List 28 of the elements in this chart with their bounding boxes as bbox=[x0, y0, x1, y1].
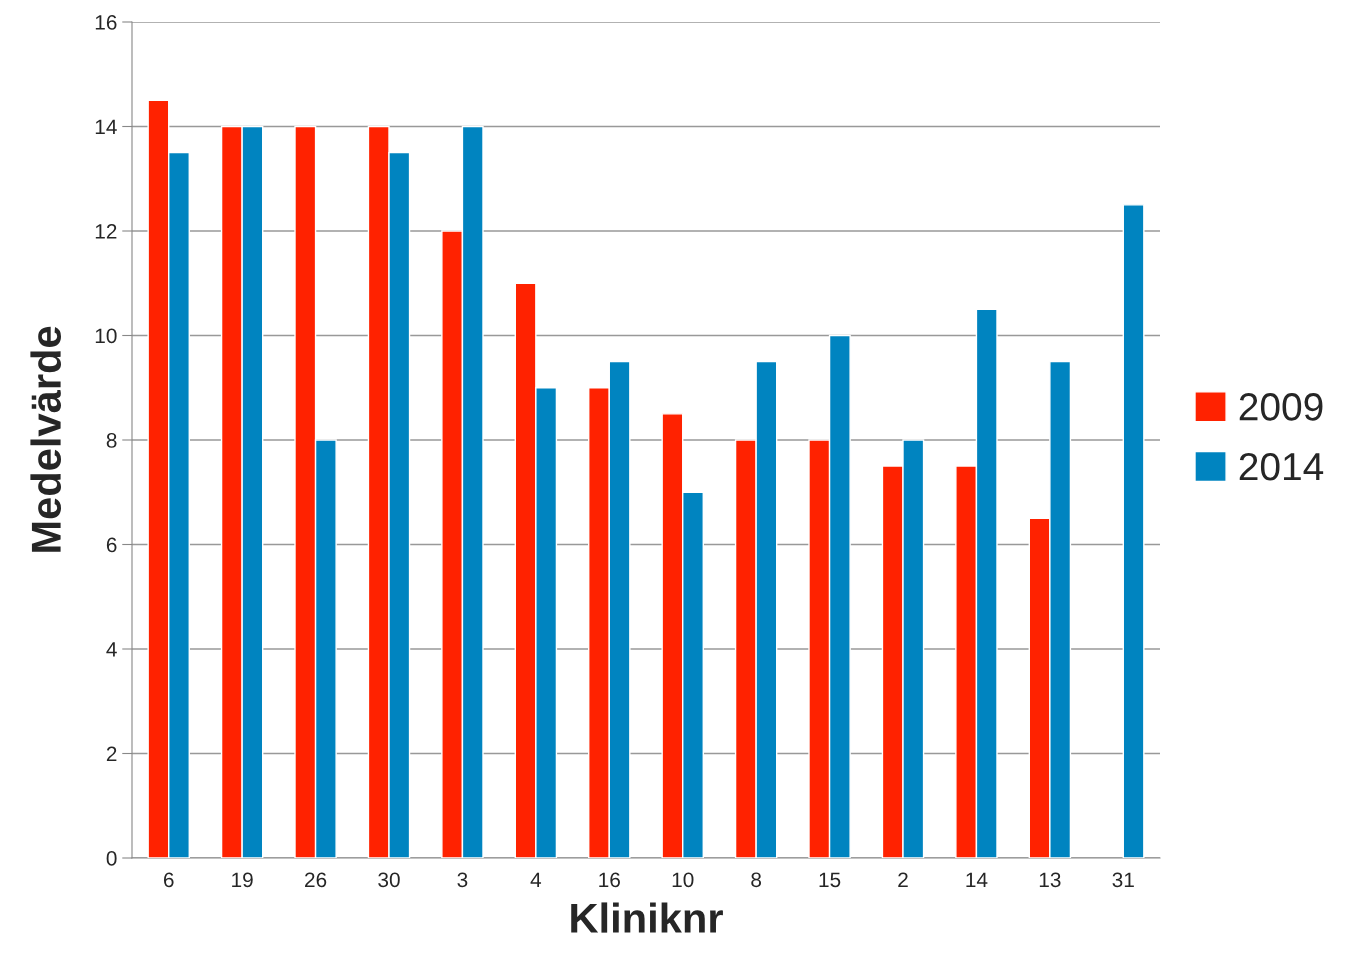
y-axis-title: Medelvärde bbox=[30, 326, 62, 552]
x-tick-label: 2 bbox=[898, 872, 908, 887]
x-tick-label: 16 bbox=[599, 872, 620, 888]
y-tick-label: 14 bbox=[95, 119, 117, 135]
x-tick-label: 6 bbox=[163, 872, 174, 888]
legend-label: 2009 bbox=[1239, 393, 1323, 421]
x-tick-label: 19 bbox=[232, 872, 253, 888]
y-tick-label: 6 bbox=[106, 537, 117, 553]
y-tick-label: 0 bbox=[106, 851, 117, 866]
y-tick-label: 16 bbox=[95, 15, 117, 30]
x-tick-label: 8 bbox=[751, 872, 762, 888]
y-tick-label: 10 bbox=[95, 328, 117, 344]
x-tick-label: 31 bbox=[1112, 872, 1134, 888]
y-tick-label: 8 bbox=[106, 433, 117, 448]
x-axis-title: Kliniknr bbox=[571, 902, 723, 933]
x-tick-label: 26 bbox=[305, 872, 327, 888]
legend-label: 2014 bbox=[1239, 452, 1324, 481]
x-tick-label: 3 bbox=[457, 872, 468, 888]
y-tick-label: 12 bbox=[95, 224, 117, 239]
x-tick-label: 14 bbox=[966, 872, 988, 887]
x-tick-label: 13 bbox=[1039, 872, 1061, 888]
x-tick-label: 4 bbox=[530, 872, 542, 887]
y-tick-label: 2 bbox=[106, 746, 117, 762]
y-tick-label: 4 bbox=[106, 642, 117, 657]
x-tick-label: 15 bbox=[819, 872, 841, 888]
bar bbox=[1122, 204, 1145, 858]
x-tick-label: 30 bbox=[378, 872, 400, 888]
x-tick-label: 10 bbox=[672, 872, 694, 888]
